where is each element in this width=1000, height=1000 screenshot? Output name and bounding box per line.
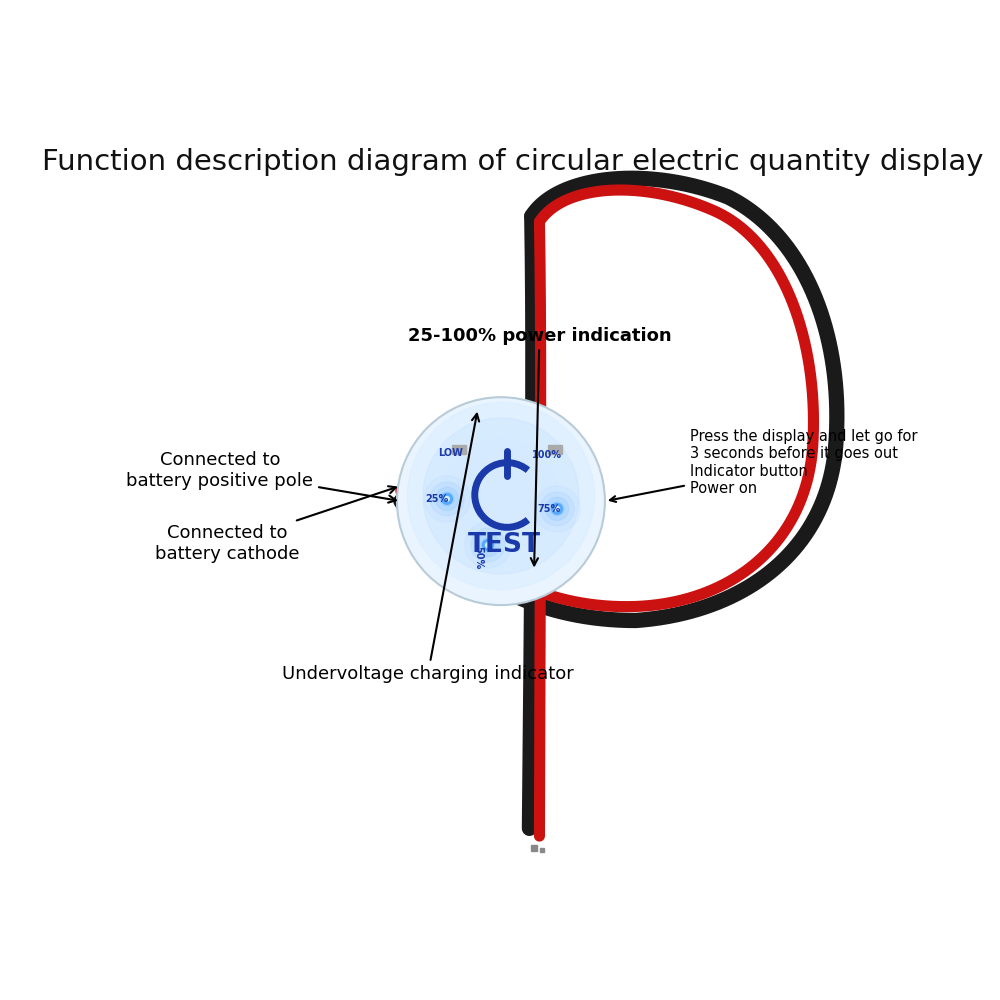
- Text: LOW: LOW: [438, 448, 463, 458]
- Circle shape: [424, 476, 470, 522]
- Circle shape: [476, 533, 499, 557]
- Text: Connected to
battery positive pole: Connected to battery positive pole: [126, 451, 396, 503]
- Text: 50%: 50%: [474, 546, 484, 569]
- Text: Undervoltage charging indicator: Undervoltage charging indicator: [282, 414, 574, 683]
- Circle shape: [465, 522, 511, 568]
- Circle shape: [534, 486, 580, 532]
- Circle shape: [481, 538, 495, 552]
- Circle shape: [471, 528, 505, 562]
- Text: 75%: 75%: [538, 504, 561, 514]
- Circle shape: [430, 482, 464, 516]
- Text: Press the display and let go for
3 seconds before it goes out
Indicator button
P: Press the display and let go for 3 secon…: [610, 429, 917, 502]
- Text: 25-100% power indication: 25-100% power indication: [408, 327, 671, 565]
- Text: Function description diagram of circular electric quantity display: Function description diagram of circular…: [42, 148, 983, 176]
- Text: 100%: 100%: [532, 450, 562, 460]
- Circle shape: [397, 397, 605, 605]
- Bar: [548, 445, 562, 454]
- Text: Connected to
battery cathode: Connected to battery cathode: [155, 486, 396, 563]
- Circle shape: [423, 418, 579, 574]
- Circle shape: [407, 402, 595, 590]
- Circle shape: [486, 543, 490, 547]
- Circle shape: [442, 493, 452, 504]
- Circle shape: [445, 497, 449, 501]
- Circle shape: [444, 439, 558, 553]
- Circle shape: [540, 492, 574, 526]
- Circle shape: [550, 502, 564, 516]
- Circle shape: [552, 503, 563, 514]
- Circle shape: [440, 492, 454, 506]
- Circle shape: [482, 540, 493, 550]
- Text: 25%: 25%: [425, 494, 449, 504]
- Text: TEST: TEST: [468, 532, 541, 558]
- Circle shape: [555, 507, 559, 511]
- Circle shape: [546, 497, 569, 520]
- Bar: [452, 445, 466, 454]
- Circle shape: [436, 487, 459, 510]
